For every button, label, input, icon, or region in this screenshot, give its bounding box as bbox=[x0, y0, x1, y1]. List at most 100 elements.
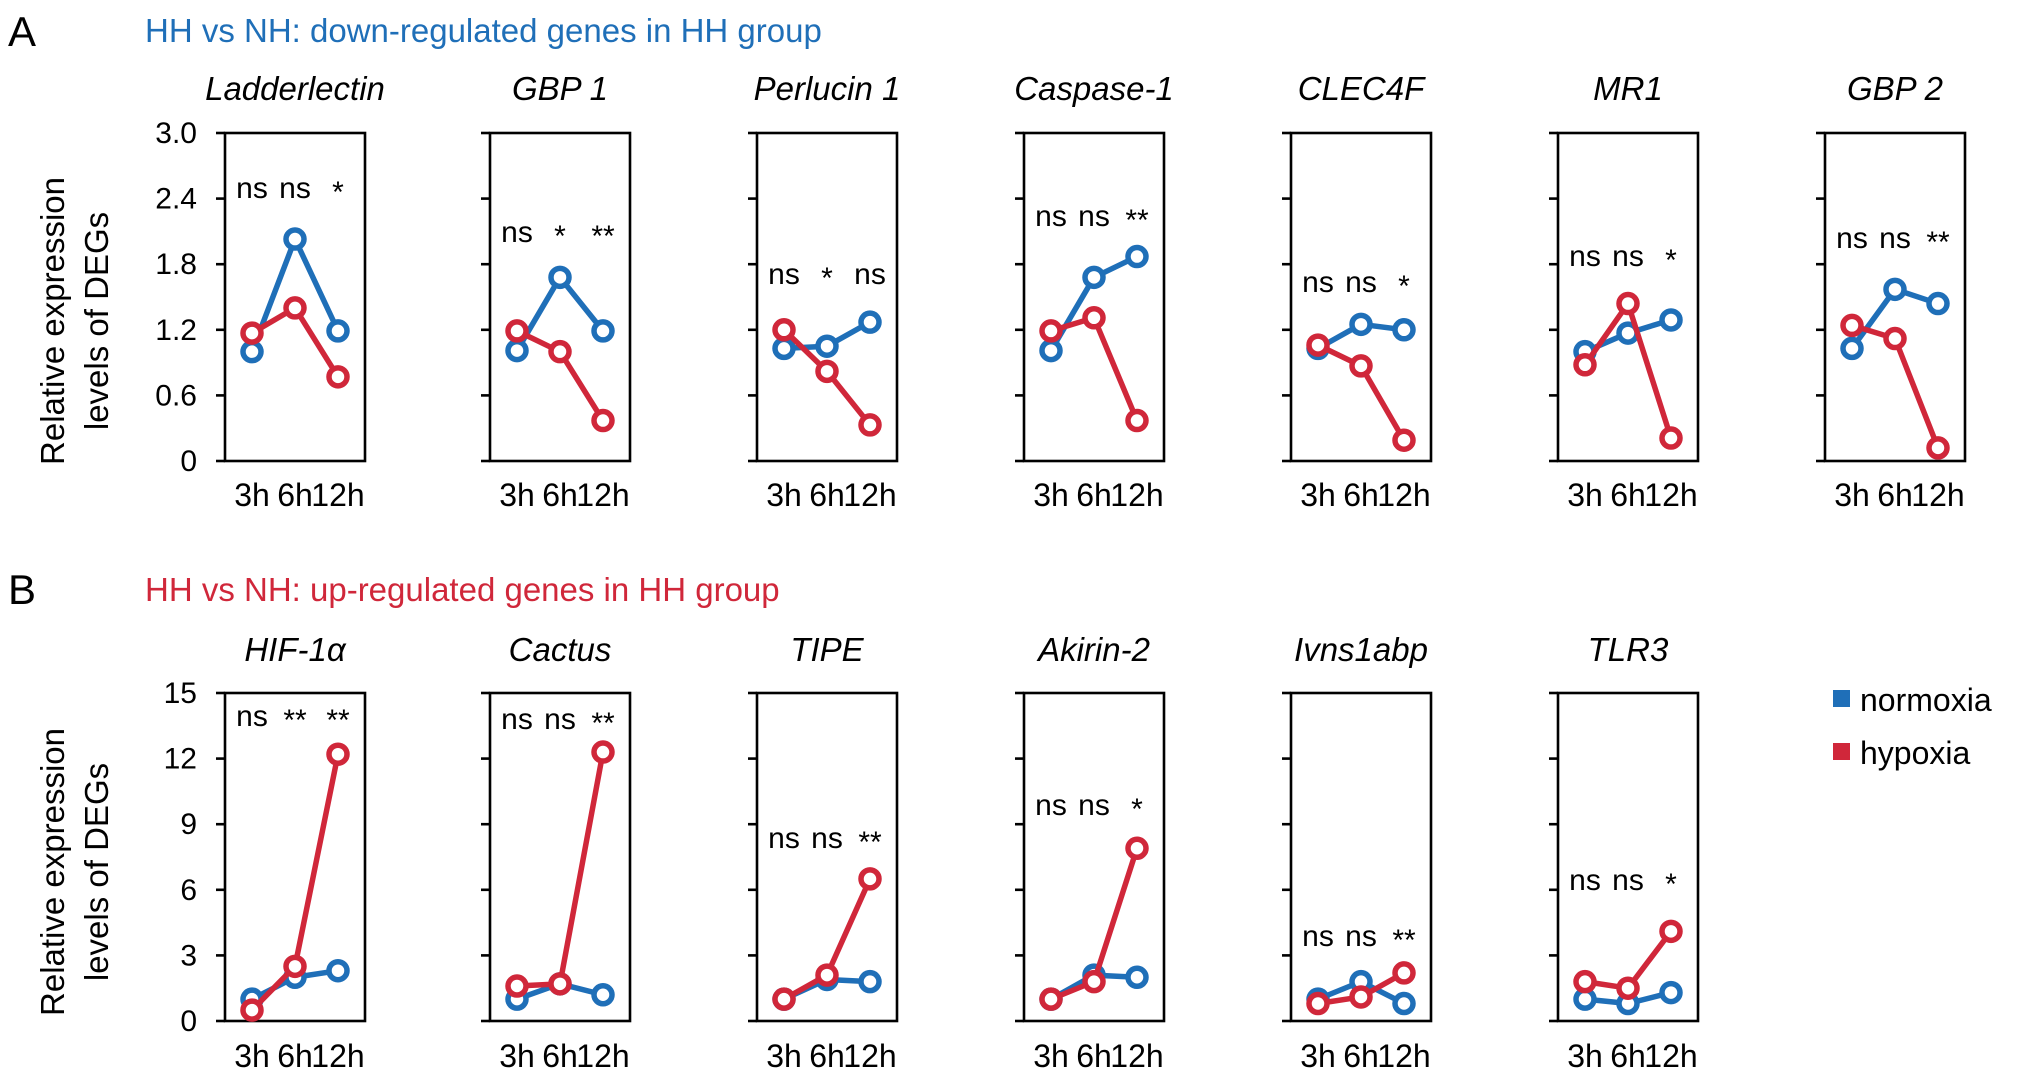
x-tick-label: 6h bbox=[809, 477, 845, 513]
legend: normoxia hypoxia bbox=[1833, 682, 1992, 771]
legend-label-normoxia: normoxia bbox=[1860, 682, 1992, 718]
panel-b-title: HH vs NH: up-regulated genes in HH group bbox=[145, 571, 780, 608]
gene-title: Akirin-2 bbox=[1036, 631, 1150, 668]
y-tick-label: 15 bbox=[164, 677, 197, 710]
hypoxia-point bbox=[1125, 408, 1149, 433]
gene-title: Caspase-1 bbox=[1014, 70, 1174, 107]
hypoxia-point bbox=[1659, 426, 1683, 450]
x-tick-label: 3h bbox=[1567, 477, 1603, 513]
plot-frame bbox=[1022, 691, 1166, 1023]
plot-frame bbox=[1823, 131, 1967, 463]
hypoxia-point bbox=[772, 318, 796, 342]
gene-title: Ivns1abp bbox=[1294, 631, 1428, 668]
significance-label: ns bbox=[1078, 200, 1110, 233]
gene-title: HIF-1α bbox=[244, 631, 347, 668]
y-axis-label-line-2: levels of DEGs bbox=[78, 763, 115, 981]
significance-label: ns bbox=[1612, 864, 1644, 897]
x-tick-label: 3h bbox=[1033, 477, 1069, 513]
hypoxia-point bbox=[1392, 961, 1416, 985]
gene-title: TLR3 bbox=[1588, 631, 1669, 668]
plot-frame bbox=[488, 691, 632, 1023]
x-tick-label: 6h bbox=[1610, 477, 1646, 513]
hypoxia-point bbox=[1082, 306, 1106, 330]
legend-swatch-normoxia bbox=[1833, 690, 1850, 707]
hypoxia-line bbox=[516, 751, 606, 989]
normoxia-point bbox=[1926, 291, 1950, 316]
significance-label: * bbox=[554, 220, 566, 253]
significance-label: ** bbox=[283, 704, 307, 737]
legend-label-hypoxia: hypoxia bbox=[1860, 735, 1971, 771]
x-tick-label: 6h bbox=[542, 1038, 578, 1073]
normoxia-point bbox=[326, 319, 350, 343]
y-tick-label: 6 bbox=[180, 874, 197, 907]
y-tick-label: 1.2 bbox=[155, 314, 197, 347]
normoxia-point bbox=[505, 338, 529, 363]
significance-label: ** bbox=[1926, 226, 1950, 259]
x-tick-label: 6h bbox=[1343, 477, 1379, 513]
plot-frame bbox=[1022, 131, 1166, 463]
significance-label: ns bbox=[236, 700, 268, 733]
gene-title: TIPE bbox=[790, 631, 864, 668]
x-tick-label: 12h bbox=[1911, 477, 1964, 513]
hypoxia-point bbox=[1616, 291, 1640, 316]
x-tick-label: 3h bbox=[1033, 1038, 1069, 1073]
x-tick-label: 3h bbox=[766, 1038, 802, 1073]
significance-label: * bbox=[821, 262, 833, 295]
normoxia-point bbox=[858, 969, 882, 994]
significance-label: ns bbox=[1035, 200, 1067, 233]
significance-label: ns bbox=[1879, 222, 1911, 255]
hypoxia-point bbox=[815, 359, 839, 384]
normoxia-point bbox=[1840, 336, 1864, 361]
significance-label: ns bbox=[768, 822, 800, 855]
significance-label: ns bbox=[236, 172, 268, 205]
normoxia-point bbox=[772, 336, 796, 361]
hypoxia-point bbox=[1125, 836, 1149, 861]
x-tick-label: 6h bbox=[1877, 477, 1913, 513]
x-tick-label: 12h bbox=[843, 1038, 896, 1073]
x-tick-label: 3h bbox=[1567, 1038, 1603, 1073]
gene-title: MR1 bbox=[1593, 70, 1663, 107]
hypoxia-point bbox=[1082, 969, 1106, 994]
normoxia-point bbox=[1082, 265, 1106, 290]
gene-title: Ladderlectin bbox=[205, 70, 385, 107]
normoxia-point bbox=[1883, 277, 1907, 302]
x-tick-label: 12h bbox=[576, 477, 629, 513]
plot-frame bbox=[755, 691, 899, 1023]
hypoxia-point bbox=[505, 319, 529, 343]
hypoxia-point bbox=[548, 339, 572, 364]
significance-label: ns bbox=[501, 703, 533, 736]
panel-a-letter: A bbox=[8, 8, 36, 55]
y-tick-label: 2.4 bbox=[155, 183, 197, 216]
significance-label: * bbox=[1665, 868, 1677, 901]
plot-frame bbox=[223, 691, 367, 1023]
normoxia-point bbox=[240, 339, 264, 364]
hypoxia-point bbox=[591, 740, 615, 764]
hypoxia-point bbox=[240, 998, 264, 1022]
plot-frame bbox=[1556, 131, 1700, 463]
panel-b-y-axis-label: Relative expression levels of DEGs bbox=[34, 728, 115, 1016]
plot-frame bbox=[223, 131, 367, 463]
y-tick-label: 3 bbox=[180, 939, 197, 972]
y-tick-label: 9 bbox=[180, 808, 197, 841]
significance-label: ns bbox=[1836, 222, 1868, 255]
normoxia-point bbox=[591, 983, 615, 1007]
panel-a-y-axis-label: Relative expression levels of DEGs bbox=[34, 177, 115, 465]
plot-frame bbox=[1556, 691, 1700, 1023]
significance-label: ** bbox=[1125, 204, 1149, 237]
panel-a-title: HH vs NH: down-regulated genes in HH gro… bbox=[145, 12, 822, 49]
significance-label: ns bbox=[854, 258, 886, 291]
plot-frame bbox=[755, 131, 899, 463]
x-tick-label: 6h bbox=[1610, 1038, 1646, 1073]
hypoxia-point bbox=[1573, 969, 1597, 994]
x-tick-label: 6h bbox=[809, 1038, 845, 1073]
x-tick-label: 12h bbox=[1110, 1038, 1163, 1073]
x-tick-label: 12h bbox=[576, 1038, 629, 1073]
significance-label: * bbox=[332, 176, 344, 209]
